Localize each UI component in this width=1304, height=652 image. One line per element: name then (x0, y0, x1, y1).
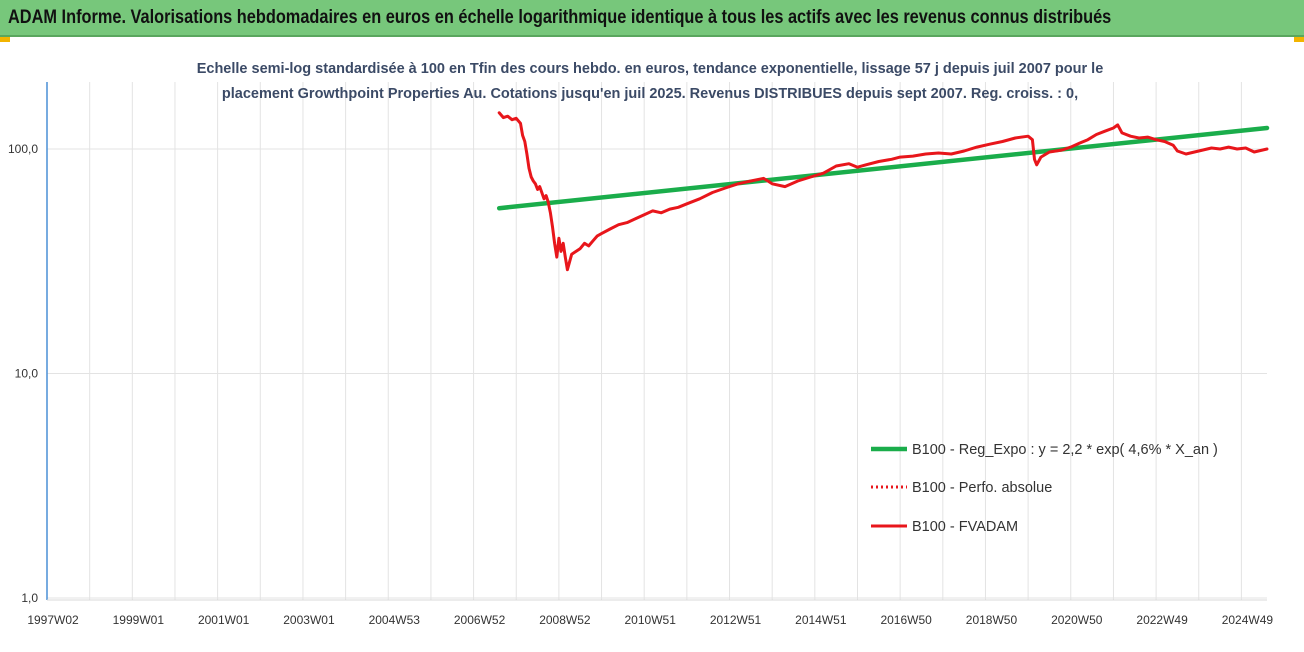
legend-label: B100 - FVADAM (912, 519, 1018, 535)
x-tick-label: 2022W49 (1136, 613, 1188, 627)
page-title: ADAM Informe. Valorisations hebdomadaire… (8, 7, 1112, 28)
x-tick-label: 2003W01 (283, 613, 335, 627)
corner-accent-right (1294, 37, 1304, 42)
x-tick-label: 1997W02 (27, 613, 79, 627)
header-bar: ADAM Informe. Valorisations hebdomadaire… (0, 0, 1304, 37)
legend-label: B100 - Perfo. absolue (912, 480, 1052, 496)
y-tick-label: 10,0 (15, 367, 39, 381)
x-tick-label: 2001W01 (198, 613, 250, 627)
y-tick-label: 1,0 (21, 591, 38, 605)
series-regression-line (496, 125, 1270, 211)
chart-subtitle-line-1: Echelle semi-log standardisée à 100 en T… (197, 61, 1104, 77)
x-tick-label: 2024W49 (1222, 613, 1274, 627)
series-layer (496, 111, 1270, 272)
x-tick-label: 2008W52 (539, 613, 591, 627)
grid-layer (47, 82, 1267, 600)
x-tick-label: 2006W52 (454, 613, 506, 627)
x-tick-label: 2004W53 (369, 613, 421, 627)
legend: B100 - Reg_Expo : y = 2,2 * exp( 4,6% * … (871, 442, 1218, 535)
legend-label: B100 - Reg_Expo : y = 2,2 * exp( 4,6% * … (912, 442, 1218, 458)
chart-subtitle-line-2: placement Growthpoint Properties Au. Cot… (222, 86, 1078, 102)
x-tick-label: 1999W01 (113, 613, 165, 627)
x-tick-label: 2020W50 (1051, 613, 1103, 627)
x-tick-label: 2012W51 (710, 613, 762, 627)
x-tick-label: 2018W50 (966, 613, 1018, 627)
corner-accent-left (0, 37, 10, 42)
x-tick-label: 2010W51 (625, 613, 677, 627)
x-tick-label: 2014W51 (795, 613, 847, 627)
y-tick-labels: 1,0 10,0 100,0 (8, 142, 38, 605)
x-tick-labels: 1997W02 1999W01 2001W01 2003W01 2004W53 2006W… (27, 613, 1273, 627)
series-fvadam-line (497, 111, 1269, 272)
y-tick-label: 100,0 (8, 142, 38, 156)
x-tick-label: 2016W50 (880, 613, 932, 627)
